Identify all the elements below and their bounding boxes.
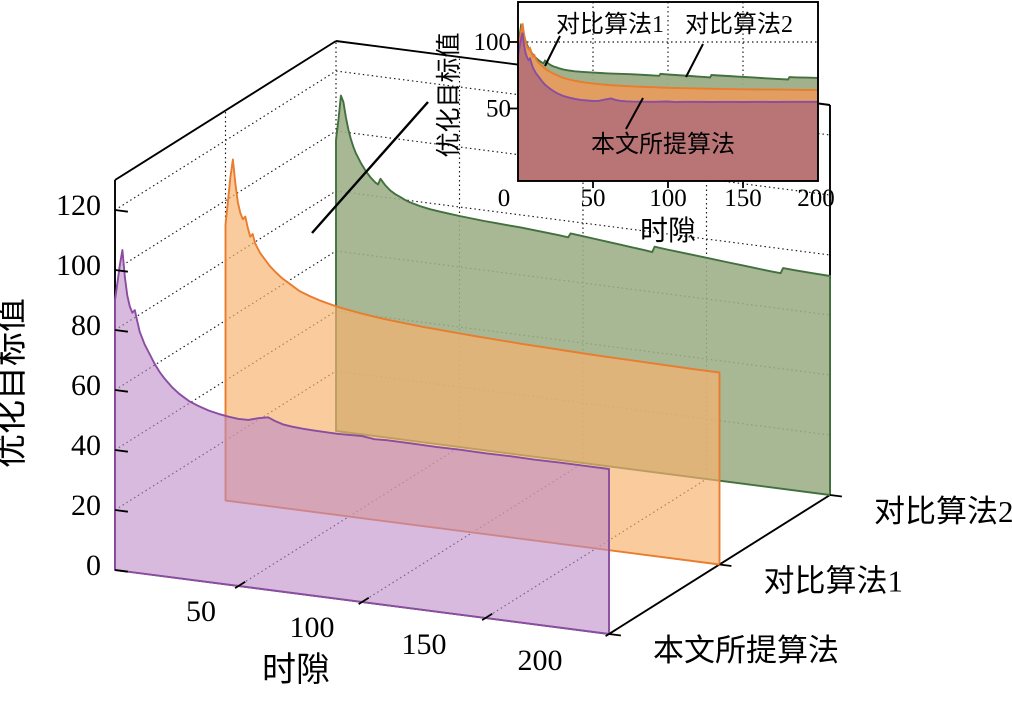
- inset-annotation-leader-proposed: [625, 97, 644, 130]
- inset-annotation-compare1: 对比算法1: [556, 11, 664, 38]
- inset-time-tick-label: 100: [649, 185, 687, 212]
- inset-annotation-leader-compare2: [685, 43, 704, 78]
- inset-time-tick-label: 50: [581, 185, 606, 212]
- axis-ticks: 0 20 40 60 80 100 120 50 100 150 200 本文所提算法 对比算法1 对比算…: [56, 189, 1012, 677]
- inset-value-axis-label: 优化目标值: [435, 32, 463, 157]
- series-tick-label: 本文所提算法: [653, 633, 839, 668]
- inset-annotation-compare2: 对比算法2: [685, 11, 793, 38]
- inset-annotation-proposed: 本文所提算法: [591, 131, 735, 158]
- value-tick: [114, 449, 129, 453]
- inset-time-tick-label: 150: [724, 185, 762, 212]
- time-tick: [481, 612, 493, 621]
- time-axis-label: 时隙: [262, 652, 330, 689]
- time-tick-label: 50: [186, 595, 216, 628]
- value-tick: [114, 509, 129, 513]
- grid-line: [335, 130, 831, 196]
- value-tick: [114, 389, 129, 393]
- inset-line-compare1: [518, 23, 818, 91]
- inset-time-axis-label: 时隙: [640, 215, 696, 247]
- time-tick-label: 200: [518, 644, 563, 677]
- ribbons: [114, 94, 831, 635]
- series-tick: [829, 494, 843, 498]
- value-tick: [114, 269, 129, 273]
- value-tick-label: 0: [86, 549, 101, 582]
- ribbon-proposed: [114, 249, 610, 635]
- series-tick-label: 对比算法2: [874, 494, 1012, 529]
- time-tick: [605, 628, 617, 637]
- value-tick-label: 20: [71, 489, 101, 522]
- value-tick: [114, 329, 129, 333]
- box-top-left-edge: [114, 40, 337, 181]
- time-tick-label: 150: [402, 628, 447, 661]
- series-tick-label: 对比算法1: [764, 564, 904, 599]
- grid-line: [114, 130, 337, 271]
- series-tick: [608, 633, 622, 637]
- inset-time-tick-label: 0: [498, 185, 511, 212]
- inset-time-tick-label: 200: [797, 185, 835, 212]
- grid-line: [335, 190, 831, 256]
- inset-chart: 50 100 0 50 100 150 200 时隙 优化目标值 对比算法1 对比算法2 本文所提算法: [435, 1, 835, 247]
- value-tick-label: 40: [71, 429, 101, 462]
- value-tick-label: 100: [56, 249, 101, 282]
- value-tick: [114, 209, 129, 213]
- value-tick-label: 80: [71, 309, 101, 342]
- inset-annotation-leader-compare1: [544, 35, 561, 67]
- time-tick: [358, 596, 370, 605]
- value-axis-label: 优化目标值: [0, 298, 30, 468]
- time-tick: [234, 580, 246, 589]
- pointer: [311, 101, 429, 234]
- value-tick: [114, 569, 129, 573]
- inset-value-tick-label: 50: [486, 96, 511, 123]
- inset-series: [518, 23, 818, 181]
- inset-line-proposed: [518, 32, 818, 104]
- inset-area-proposed: [518, 32, 818, 181]
- value-tick-label: 120: [56, 189, 101, 222]
- time-tick-label: 100: [290, 611, 335, 644]
- value-tick-label: 60: [71, 369, 101, 402]
- series-tick: [719, 563, 732, 567]
- inset-pointer-line: [311, 101, 429, 234]
- inset-value-tick-label: 100: [474, 29, 512, 56]
